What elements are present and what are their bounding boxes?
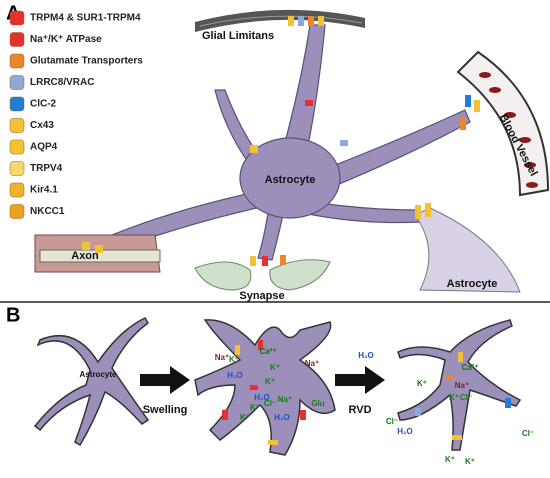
legend-label: ClC-2 xyxy=(30,99,57,110)
panel-b-cells xyxy=(33,317,522,456)
panel-b-channels xyxy=(222,340,511,445)
arrow xyxy=(335,366,385,394)
astrocyte-2-label: Astrocyte xyxy=(447,278,498,290)
ion-label: K⁺ xyxy=(445,455,455,464)
ion-label: Ca²⁺ xyxy=(461,363,478,372)
cell-label: Astrocyte xyxy=(80,370,117,379)
astrocyte-label: Astrocyte xyxy=(265,174,316,186)
synapse xyxy=(194,259,331,291)
ion-label: Cl⁻ xyxy=(522,429,534,438)
blood-vessel xyxy=(456,50,550,197)
legend-label: Glutamate Transporters xyxy=(30,56,143,67)
ion-label: Na⁺ xyxy=(305,359,319,368)
ion-label: K⁺ xyxy=(240,413,250,422)
ion-label: Cl⁻ xyxy=(264,399,276,408)
legend-label: AQP4 xyxy=(30,142,58,153)
legend-icon xyxy=(9,53,25,69)
ion-label: K⁺ xyxy=(250,403,260,412)
ion-label: Na⁺ xyxy=(278,395,292,404)
ion-label: K⁺ xyxy=(417,379,427,388)
legend-icon xyxy=(9,118,25,133)
legend-icon xyxy=(9,75,25,90)
arrow xyxy=(140,366,190,394)
legend: TRPM4 & SUR1-TRPM4 Na⁺/K⁺ ATPase Glutamate… xyxy=(9,10,143,219)
ion-label: H₂O xyxy=(274,413,290,422)
legend-icon xyxy=(9,161,25,176)
legend-label: Kir4.1 xyxy=(30,185,58,196)
panel-label: B xyxy=(6,304,20,326)
ion-label: Na⁺ xyxy=(455,381,469,390)
legend-icon xyxy=(9,204,25,219)
legend-label: Cx43 xyxy=(30,120,54,131)
arrow-label: RVD xyxy=(348,404,371,416)
panel-a-art xyxy=(34,9,550,293)
legend-label: NKCC1 xyxy=(30,206,65,217)
ion-label: H₂O xyxy=(397,427,413,436)
legend-label: TRPV4 xyxy=(30,163,63,174)
ion-label: Cl⁻ xyxy=(386,417,398,426)
ion-label: K⁺ xyxy=(265,377,275,386)
legend-icon xyxy=(9,139,25,155)
legend-label: Na⁺/K⁺ ATPase xyxy=(30,34,102,45)
ion-label: Ca²⁺ xyxy=(259,347,276,356)
ion-label: H₂O xyxy=(227,371,243,380)
legend-icon xyxy=(9,10,25,26)
ion-label: K⁺ xyxy=(465,457,475,466)
channels xyxy=(82,16,480,266)
legend-label: LRRC8/VRAC xyxy=(30,77,94,88)
ion-label: K⁺ xyxy=(270,363,280,372)
ion-label: Glu xyxy=(311,399,324,408)
glial-limitans xyxy=(195,9,365,32)
ions: Na⁺ K⁺H₂OCa²⁺Na⁺K⁺K⁺K⁺Na⁺Cl⁻H₂OH₂OK⁺GluH₂… xyxy=(215,347,534,466)
legend-label: TRPM4 & SUR1-TRPM4 xyxy=(30,13,141,24)
ion-label: Na⁺ xyxy=(215,353,229,362)
legend-icon xyxy=(9,96,25,112)
ion-label: Cl⁻ xyxy=(460,393,472,402)
legend-icon xyxy=(9,32,25,47)
synapse-label: Synapse xyxy=(239,290,284,302)
ion-label: H₂O xyxy=(254,393,270,402)
ion-label: H₂O xyxy=(358,351,374,360)
ion-label: K⁺ xyxy=(229,355,239,364)
arrow-label: Swelling xyxy=(143,404,188,416)
ion-label: K⁺ xyxy=(449,393,459,402)
astrocyte-processes xyxy=(99,24,471,261)
legend-icon xyxy=(9,182,25,198)
astrocyte-2 xyxy=(414,207,521,293)
glial-limitans-label: Glial Limitans xyxy=(202,30,274,42)
axon-label: Axon xyxy=(71,250,99,262)
